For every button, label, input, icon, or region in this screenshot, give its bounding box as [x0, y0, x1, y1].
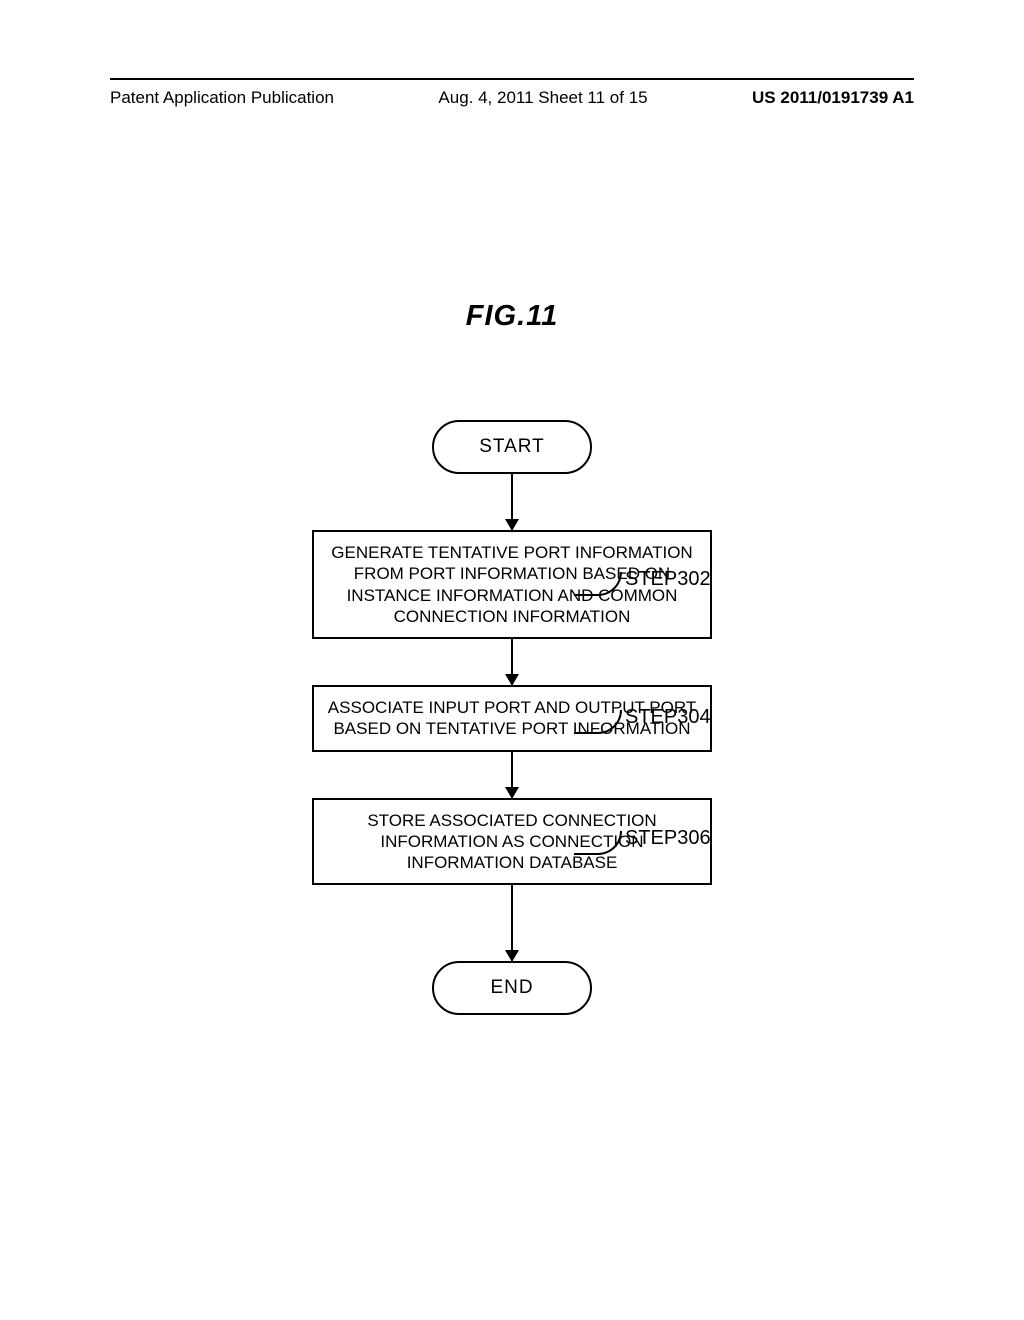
step-label: STEP304	[625, 706, 711, 729]
start-label: START	[479, 436, 545, 458]
arrow	[0, 474, 1024, 530]
publication-number: US 2011/0191739 A1	[752, 88, 914, 108]
end-label: END	[490, 977, 533, 999]
sheet-label: Aug. 4, 2011 Sheet 11 of 15	[438, 88, 647, 108]
header: Patent Application Publication Aug. 4, 2…	[110, 88, 914, 108]
figure-title: FIG.11	[0, 300, 1024, 333]
arrow	[0, 752, 1024, 798]
publication-label: Patent Application Publication	[110, 88, 334, 108]
step-label: STEP306	[625, 827, 711, 850]
start-terminal: START	[432, 420, 592, 474]
arrow	[0, 639, 1024, 685]
arrow	[0, 885, 1024, 961]
end-terminal: END	[432, 961, 592, 1015]
flowchart: START GENERATE TENTATIVE PORT INFORMATIO…	[0, 420, 1024, 1015]
step-label: STEP302	[625, 568, 711, 591]
header-rule	[110, 78, 914, 80]
